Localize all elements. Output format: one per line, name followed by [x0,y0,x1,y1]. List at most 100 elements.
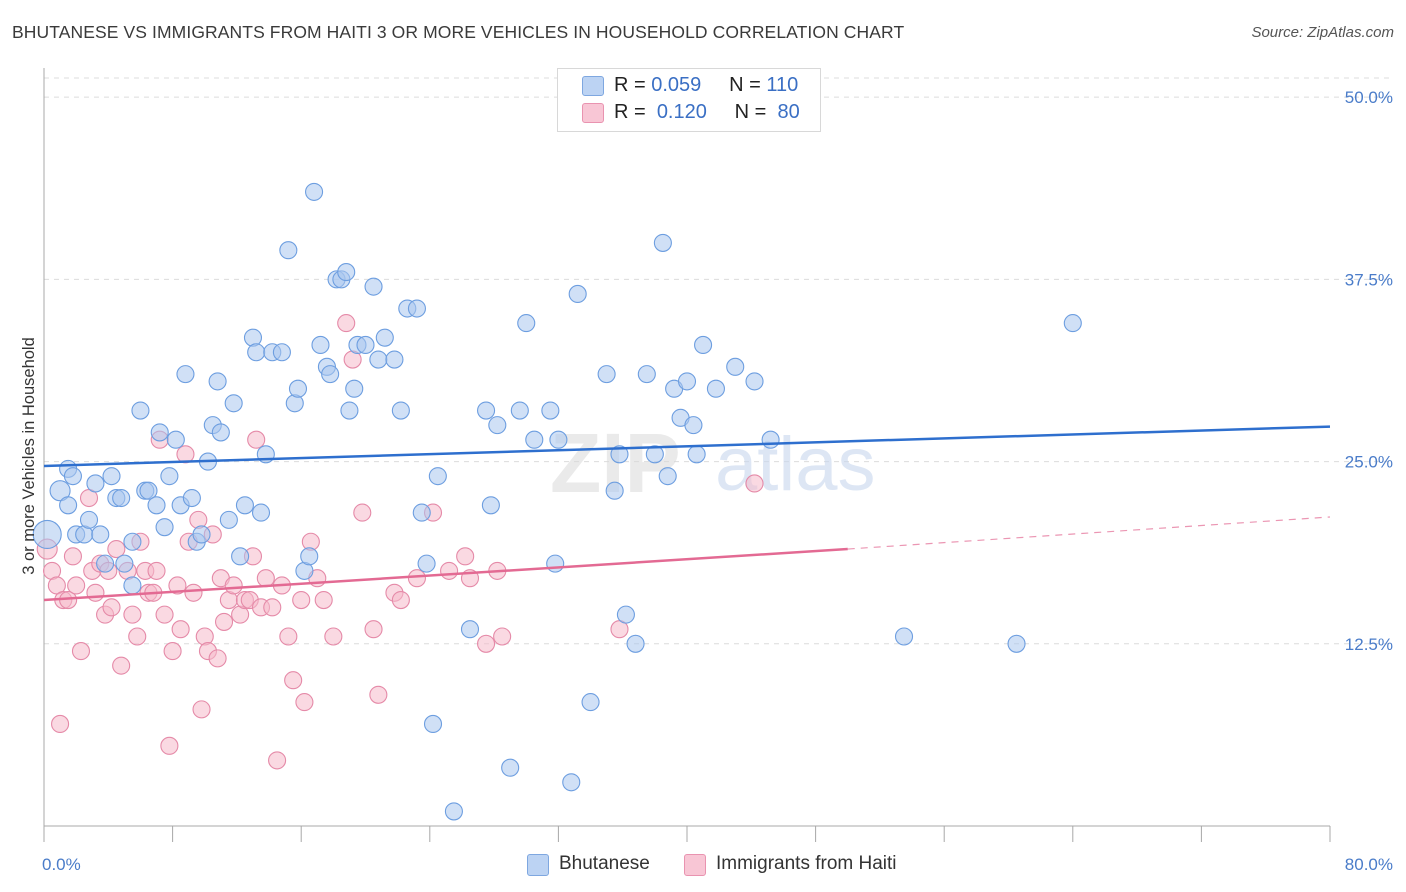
bhutanese-point [321,365,340,384]
haiti-point [112,656,131,675]
haiti-point [195,627,214,646]
bhutanese-point [375,328,394,347]
bhutanese-point [340,401,359,420]
x-tick-labels: 0.0% 80.0% [42,855,1393,874]
bhutanese-point [549,430,568,449]
bhutanese-point [311,335,330,355]
bhutanese-point [385,350,404,369]
n-label: N = [729,74,761,96]
haiti-point [407,569,426,588]
bhutanese-point [525,430,544,449]
bhutanese-point [208,372,227,391]
haiti-point [107,539,126,559]
bhutanese-point [32,519,62,550]
bhutanese-point [251,503,271,522]
bhutanese-point [79,510,99,529]
bhutanese-point [86,474,105,493]
bhutanese-point [364,277,383,296]
bhutanese-trend-line [43,425,1331,468]
bhutanese-point [694,335,713,355]
haiti-point [67,576,86,595]
y-tick-label: 12.5% [1345,635,1393,654]
bhutanese-point [102,467,121,486]
bhutanese-point [605,481,624,500]
bhutanese-point [123,532,142,551]
legend-label-haiti: Immigrants from Haiti [716,853,897,874]
bhutanese-point [91,525,110,544]
bhutanese-point [610,445,629,464]
bhutanese-point [63,467,82,486]
y-tick-label: 50.0% [1345,88,1393,107]
haiti-point [292,591,311,610]
bhutanese-point [369,350,388,369]
bhutanese-point [49,480,71,502]
bhutanese-point [687,445,706,464]
legend-swatch-bhutanese [527,854,549,876]
bhutanese-point [391,401,410,420]
bhutanese-point [488,416,507,435]
bhutanese-point [684,416,703,435]
n-label: N = [734,101,767,123]
chart-title: BHUTANESE VS IMMIGRANTS FROM HAITI 3 OR … [12,22,905,42]
bhutanese-point [235,496,254,515]
bhutanese-point [444,802,463,821]
y-tick-label: 25.0% [1345,453,1393,472]
bhutanese-point [243,328,263,347]
n-value-haiti: 80 [777,101,800,123]
bhutanese-point [517,314,536,333]
haiti-point [184,583,203,602]
bhutanese-point [637,365,656,384]
haiti-point [214,612,234,631]
correlation-stats-box: R = 0.059 N = 110 R = 0.120 N = 80 [557,68,821,132]
bhutanese-point [417,554,436,573]
legend-swatch-haiti [684,854,706,876]
haiti-point [189,510,208,529]
bhutanese-point [182,488,201,508]
bhutanese-point [677,372,697,391]
bhutanese-point [115,554,134,573]
bhutanese-point [581,693,600,712]
bhutanese-point [541,401,560,420]
bhutanese-point [1007,634,1026,653]
x-tick-label-min: 0.0% [42,855,81,874]
haiti-point [324,627,343,646]
bhutanese-point [231,547,250,566]
bhutanese-point [139,481,158,500]
legend: Bhutanese Immigrants from Haiti [0,850,1406,880]
bhutanese-point [626,634,645,653]
bhutanese-point [407,299,426,318]
bhutanese-point [706,379,725,398]
bhutanese-point [428,467,447,486]
bhutanese-point [412,503,431,522]
watermark-atlas: atlas [715,422,876,507]
bhutanese-point [305,182,324,201]
bhutanese-point [761,430,780,449]
bhutanese-swatch [582,76,604,96]
haiti-point [391,591,410,610]
haiti-point [256,569,275,588]
haiti-point [224,576,243,595]
bhutanese-point [155,518,174,537]
bhutanese-point [59,496,78,515]
y-tick-label: 37.5% [1345,270,1393,289]
bhutanese-point [726,357,745,376]
haiti-point [247,430,266,449]
bhutanese-point [147,496,166,515]
haiti-point [51,714,70,734]
bhutanese-point [285,394,304,413]
bhutanese-point [112,488,131,508]
haiti-point [263,598,282,617]
bhutanese-point [568,284,587,303]
bhutanese-point [300,547,319,566]
haiti-point [440,561,459,580]
haiti-point [314,591,333,610]
haiti-point [364,620,383,639]
bhutanese-point [477,401,496,420]
haiti-point [171,620,190,639]
haiti-point [268,751,287,770]
bhutanese-point [337,263,356,282]
series-haiti-points [36,314,764,770]
haiti-point [284,671,303,690]
n-value-bhutanese: 110 [766,74,799,96]
